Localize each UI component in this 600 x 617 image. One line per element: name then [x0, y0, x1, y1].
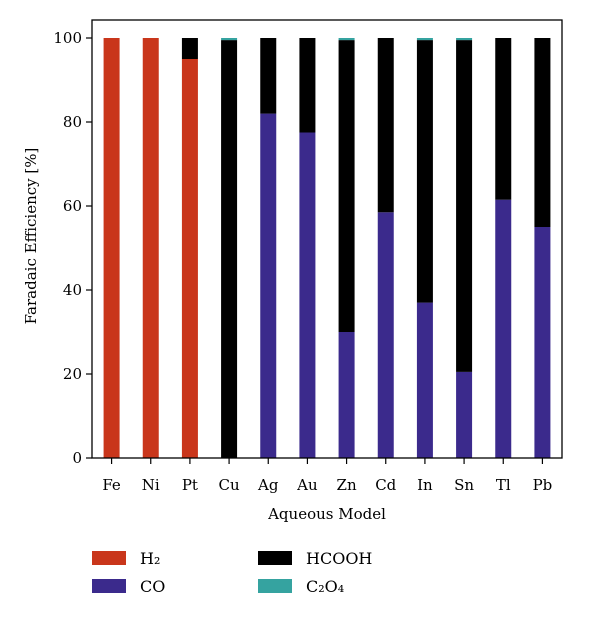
legend-label-c2o4: C₂O₄: [306, 576, 345, 596]
bar-ni-series-0: [142, 38, 159, 458]
x-tick-label-fe: Fe: [102, 476, 121, 494]
bar-in-series-1: [416, 302, 433, 458]
x-tick-label-in: In: [417, 476, 433, 494]
legend-item-h2: H₂: [92, 546, 160, 570]
legend-swatch-hcooh: [258, 551, 292, 565]
legend: H₂ CO HCOOH C₂O₄: [92, 546, 512, 606]
legend-item-co: CO: [92, 574, 165, 598]
y-tick-label-20: 20: [63, 365, 82, 383]
bar-ag-series-1: [260, 113, 277, 458]
bar-cu-series-2: [221, 40, 238, 458]
legend-item-hcooh: HCOOH: [258, 546, 372, 570]
bar-pb-series-1: [534, 227, 551, 458]
legend-swatch-co: [92, 579, 126, 593]
bar-cd-series-2: [377, 38, 394, 213]
bar-tl-series-1: [495, 199, 512, 458]
y-tick-label-60: 60: [63, 197, 82, 215]
x-tick-label-cd: Cd: [375, 476, 396, 494]
x-tick-label-ag: Ag: [257, 476, 279, 494]
bar-cu-series-3: [221, 38, 238, 41]
x-tick-label-zn: Zn: [337, 476, 357, 494]
y-axis-label: Faradaic Efficiency [%]: [22, 148, 40, 325]
x-tick-label-tl: Tl: [496, 476, 511, 494]
x-tick-label-sn: Sn: [454, 476, 474, 494]
x-tick-label-ni: Ni: [142, 476, 160, 494]
legend-label-co: CO: [140, 576, 166, 596]
chart: 0 20 40 60 80 100 Fe Ni Pt Cu Ag Au Zn Cd In Sn Tl Pb Far…: [22, 19, 563, 523]
bar-fe-series-0: [103, 38, 120, 458]
bar-sn-series-2: [456, 40, 473, 372]
legend-swatch-c2o4: [258, 579, 292, 593]
legend-swatch-h2: [92, 551, 126, 565]
bar-zn-series-1: [338, 332, 355, 458]
legend-label-h2: H₂: [140, 548, 161, 568]
x-tick-label-pt: Pt: [182, 476, 198, 494]
legend-label-hcooh: HCOOH: [306, 548, 373, 568]
bar-in-series-3: [416, 38, 433, 41]
y-tick-label-80: 80: [63, 113, 82, 131]
bar-au-series-1: [299, 132, 316, 458]
x-tick-label-au: Au: [296, 476, 318, 494]
x-tick-label-pb: Pb: [533, 476, 553, 494]
bar-pt-series-2: [181, 38, 198, 59]
bar-au-series-2: [299, 38, 316, 133]
bars-group: [103, 38, 551, 458]
plot-frame: [91, 19, 563, 459]
x-tick-label-cu: Cu: [219, 476, 240, 494]
bar-pt-series-0: [181, 59, 198, 458]
bar-in-series-2: [416, 40, 433, 303]
bar-zn-series-3: [338, 38, 355, 41]
bar-ag-series-2: [260, 38, 277, 114]
y-tick-label-40: 40: [63, 281, 82, 299]
bar-sn-series-1: [456, 371, 473, 458]
x-axis-label: Aqueous Model: [267, 505, 386, 523]
y-tick-label-100: 100: [53, 29, 82, 47]
legend-item-c2o4: C₂O₄: [258, 574, 344, 598]
bar-zn-series-2: [338, 40, 355, 332]
bar-sn-series-3: [456, 38, 473, 41]
bar-tl-series-2: [495, 38, 512, 200]
bar-cd-series-1: [377, 212, 394, 458]
axes-group: 0 20 40 60 80 100 Fe Ni Pt Cu Ag Au Zn Cd In Sn Tl Pb: [53, 19, 563, 494]
bar-pb-series-2: [534, 38, 551, 227]
y-tick-label-0: 0: [72, 449, 82, 467]
